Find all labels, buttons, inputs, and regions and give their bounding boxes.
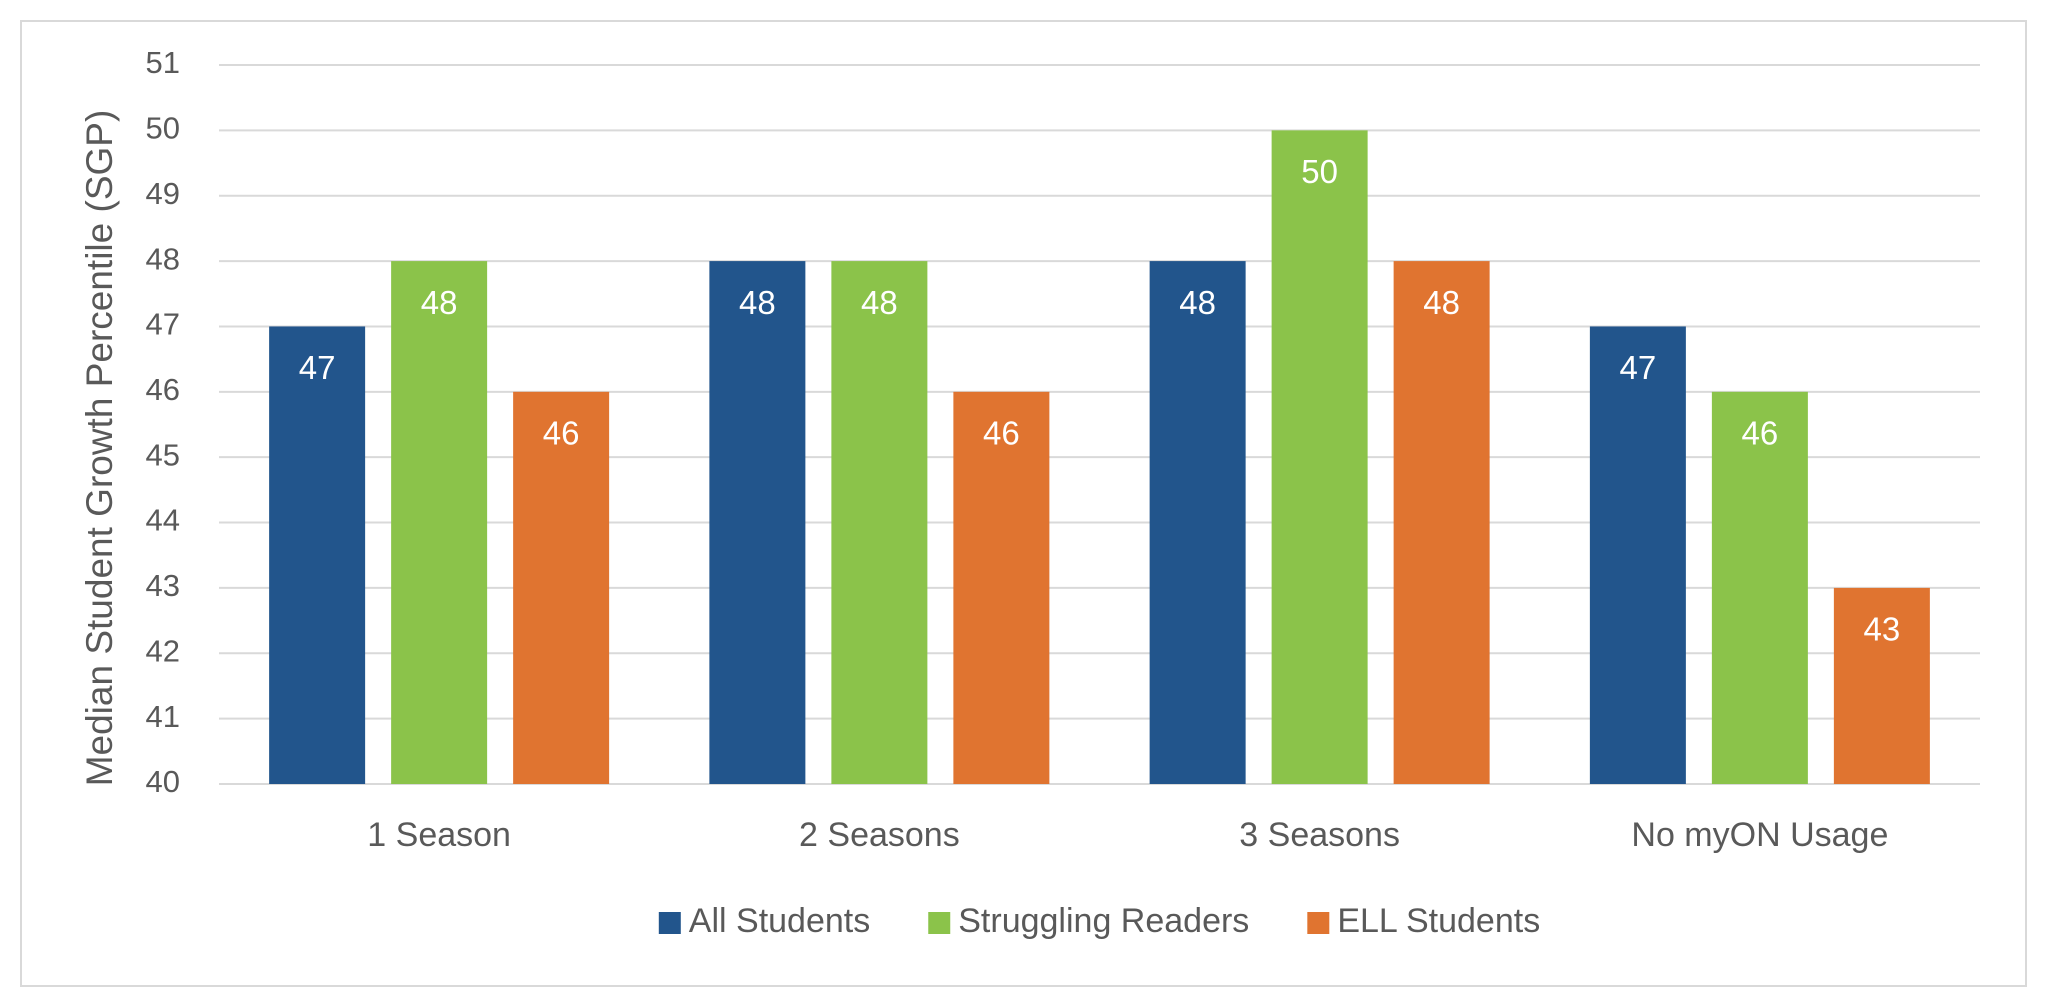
y-tick-label: 45 — [146, 437, 180, 472]
y-tick-label: 41 — [146, 699, 180, 734]
value-label: 48 — [1423, 284, 1460, 321]
x-tick-label: 1 Season — [367, 816, 511, 854]
value-label: 47 — [1620, 349, 1657, 386]
legend-swatch — [1307, 912, 1330, 934]
bar — [1271, 130, 1368, 784]
bar — [391, 261, 488, 784]
value-label: 48 — [1179, 284, 1216, 321]
y-axis-title: Median Student Growth Percentile (SGP) — [79, 110, 120, 787]
bar — [831, 261, 928, 784]
legend-label: ELL Students — [1337, 902, 1540, 940]
y-tick-label: 49 — [146, 176, 180, 211]
x-tick-label: No myON Usage — [1631, 816, 1888, 854]
legend-label: All Students — [689, 902, 870, 940]
legend-swatch — [928, 912, 951, 934]
y-tick-label: 46 — [146, 372, 180, 407]
bar — [1149, 261, 1246, 784]
legend-label: Struggling Readers — [958, 902, 1249, 940]
y-tick-label: 42 — [146, 633, 180, 668]
bar — [1833, 587, 1930, 784]
bar — [1393, 261, 1490, 784]
x-tick-label: 3 Seasons — [1239, 816, 1400, 854]
bar — [513, 391, 610, 784]
y-tick-label: 48 — [146, 241, 180, 276]
bar — [709, 261, 806, 784]
y-tick-label: 50 — [146, 111, 180, 146]
bar — [269, 326, 366, 784]
value-label: 50 — [1301, 153, 1338, 190]
value-label: 46 — [1742, 415, 1779, 452]
legend-swatch — [658, 912, 681, 934]
y-tick-label: 44 — [146, 503, 180, 538]
y-tick-label: 51 — [146, 45, 180, 80]
value-label: 46 — [543, 415, 580, 452]
value-label: 48 — [421, 284, 458, 321]
value-label: 46 — [983, 415, 1020, 452]
value-label: 48 — [739, 284, 776, 321]
value-label: 47 — [299, 349, 336, 386]
value-label: 48 — [861, 284, 898, 321]
bar — [953, 391, 1050, 784]
bar — [1711, 391, 1808, 784]
x-tick-label: 2 Seasons — [799, 816, 960, 854]
y-tick-label: 43 — [146, 568, 180, 603]
value-label: 43 — [1864, 611, 1901, 648]
bar — [1589, 326, 1686, 784]
y-tick-label: 47 — [146, 307, 180, 342]
y-tick-label: 40 — [146, 764, 180, 799]
